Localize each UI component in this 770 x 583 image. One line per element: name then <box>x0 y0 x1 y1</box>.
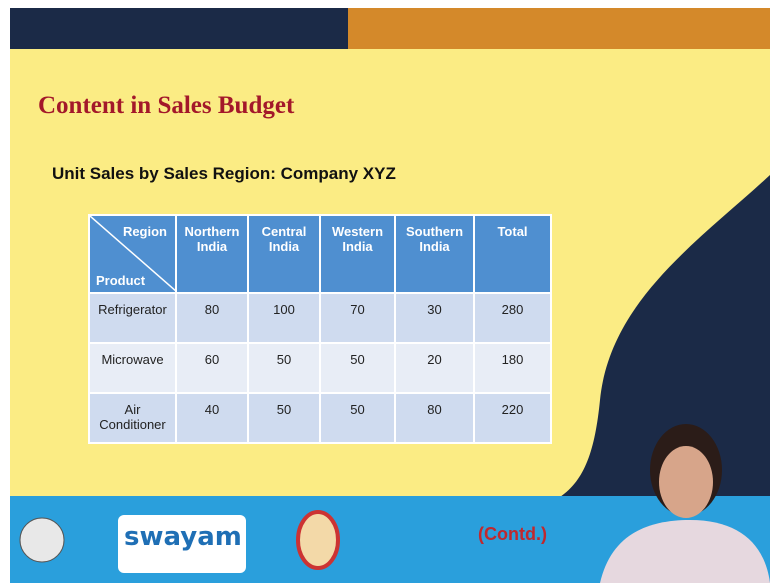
top-bar-navy <box>10 8 350 49</box>
value-cell: 80 <box>394 392 475 444</box>
value-cell: 180 <box>473 342 552 394</box>
product-cell: Microwave <box>88 342 177 394</box>
nptel-logo <box>296 510 340 570</box>
corner-top: Region <box>122 224 167 239</box>
presenter-face <box>659 446 713 518</box>
contd-label: (Contd.) <box>478 524 547 544</box>
top-edge <box>0 0 770 8</box>
value-cell: 50 <box>247 392 321 444</box>
value-cell: 30 <box>394 292 475 344</box>
swayam-logo <box>118 515 246 573</box>
column-header: Total <box>473 214 552 294</box>
value-cell: 60 <box>175 342 249 394</box>
top-bar-orange <box>348 8 770 49</box>
value-cell: 20 <box>394 342 475 394</box>
column-header: Northern India <box>175 214 249 294</box>
table-body: Refrigerator 80 100 70 30 280 Microwave 60 50 50 2… <box>88 292 552 444</box>
logo-text: swayam <box>124 522 242 552</box>
value-cell: 50 <box>319 392 396 444</box>
value-cell: 80 <box>175 292 249 344</box>
iit-logo <box>19 517 65 563</box>
corner-diagonal <box>90 216 177 292</box>
table-caption: Unit Sales by Sales Region: Company XYZ <box>52 164 396 183</box>
value-cell: 220 <box>473 392 552 444</box>
left-edge <box>0 8 10 583</box>
column-header: Western India <box>319 214 396 294</box>
product-cell: Refrigerator <box>88 292 177 344</box>
sales-table: Region Product Northern India Central Ind… <box>88 214 552 444</box>
slide-title: Content in Sales Budget <box>38 92 295 119</box>
column-header: Southern India <box>394 214 475 294</box>
header-row: Region Product Northern India Central Ind… <box>88 214 552 294</box>
table-head: Region Product Northern India Central Ind… <box>88 214 552 294</box>
presenter-body <box>600 520 770 583</box>
table-row: Air Conditioner 40 50 50 80 220 <box>88 392 552 444</box>
table-row: Microwave 60 50 50 20 180 <box>88 342 552 394</box>
corner-cell: Region Product <box>88 214 177 294</box>
corner-bottom: Product <box>96 273 146 288</box>
product-cell: Air Conditioner <box>88 392 177 444</box>
value-cell: 70 <box>319 292 396 344</box>
value-cell: 280 <box>473 292 552 344</box>
value-cell: 40 <box>175 392 249 444</box>
value-cell: 100 <box>247 292 321 344</box>
column-header: Central India <box>247 214 321 294</box>
value-cell: 50 <box>247 342 321 394</box>
navy-curve <box>560 175 770 497</box>
table-row: Refrigerator 80 100 70 30 280 <box>88 292 552 344</box>
value-cell: 50 <box>319 342 396 394</box>
